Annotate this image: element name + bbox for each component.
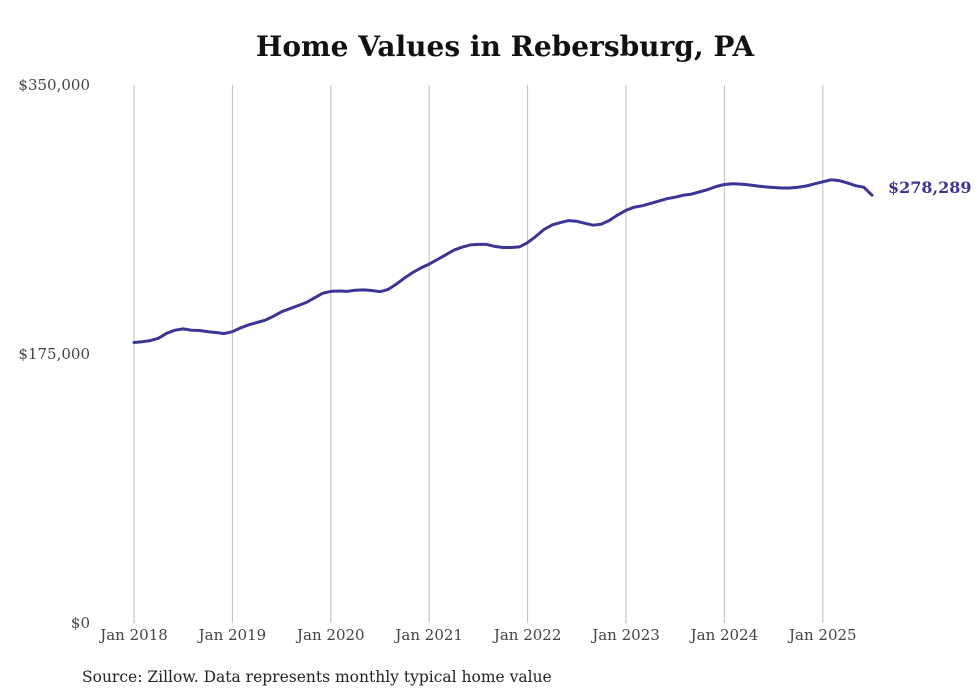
latest-value-label: $278,289: [888, 178, 972, 197]
source-note: Source: Zillow. Data represents monthly …: [82, 668, 552, 686]
chart-title: Home Values in Rebersburg, PA: [255, 30, 755, 63]
y-tick-label: $175,000: [18, 345, 90, 363]
x-tick-label: Jan 2018: [98, 626, 168, 644]
x-tick-label: Jan 2021: [393, 626, 463, 644]
x-tick-label: Jan 2023: [590, 626, 660, 644]
y-tick-label: $350,000: [18, 76, 90, 94]
home-value-line: [132, 178, 874, 344]
x-gridlines: [133, 85, 824, 623]
x-tick-label: Jan 2022: [492, 626, 562, 644]
x-tick-label: Jan 2019: [197, 626, 267, 644]
x-tick-label: Jan 2020: [295, 626, 365, 644]
x-tick-label: Jan 2025: [787, 626, 857, 644]
y-tick-label: $0: [71, 614, 90, 632]
x-tick-label: Jan 2024: [689, 626, 759, 644]
y-axis-ticks: $350,000 $175,000 $0: [18, 76, 90, 632]
x-axis-ticks: Jan 2018 Jan 2019 Jan 2020 Jan 2021 Jan 2022…: [98, 626, 856, 644]
